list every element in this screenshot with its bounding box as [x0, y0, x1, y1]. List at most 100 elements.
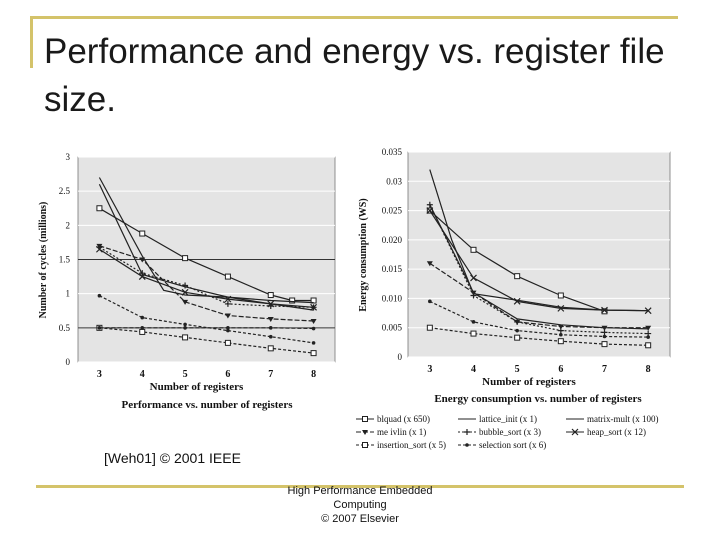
- chart-2-series-8-point: [646, 335, 650, 339]
- chart-1-series-9-point: [311, 326, 316, 331]
- chart-2-series-4-line: [429, 262, 649, 329]
- chart-1-series-4-point: [310, 319, 317, 324]
- chart-2-series-6-point: [601, 306, 608, 314]
- chart-1-series-8: [97, 293, 316, 345]
- chart-1-series-5-line: [99, 246, 314, 308]
- chart-2-series-8-point: [515, 328, 519, 333]
- chart-2-series-5-point: [557, 327, 564, 334]
- chart-1-x-tick-label: 5: [183, 369, 188, 380]
- chart-2-series-1: [426, 207, 608, 315]
- chart-2-series-6-line: [429, 210, 649, 312]
- chart-2-series-5-point: [514, 318, 521, 325]
- chart-2-series-1-point: [557, 292, 564, 299]
- legend-entry-marker: [464, 429, 470, 435]
- chart-2-series-7-point: [645, 342, 652, 349]
- legend-entry: me ivlin (x 1): [356, 427, 426, 437]
- footer-line-3: © 2007 Elsevier: [321, 513, 399, 525]
- chart-2-series-5: [426, 201, 652, 337]
- chart-1-series-9-point: [268, 326, 273, 330]
- chart-2-series-6: [426, 207, 652, 315]
- chart-2-series-8-point: [559, 332, 563, 337]
- footer-line-2: Computing: [333, 499, 387, 511]
- chart-2-y-tick-label: 0: [398, 352, 403, 362]
- chart-2-series-4-point: [426, 261, 433, 267]
- chart-1-y-axis-label: Number of cycles (millions): [38, 202, 49, 319]
- legend-entry-label: bubble_sort (x 3): [479, 427, 541, 437]
- chart-1-series-7-point: [139, 328, 146, 335]
- chart-1-series-1-point: [139, 230, 146, 237]
- chart-1-series-6-point: [138, 273, 146, 281]
- chart-2-y-tick-label: 0.005: [382, 323, 403, 333]
- chart-1-series-5-point: [182, 282, 189, 289]
- chart-1-y-tick-label: 1.5: [59, 255, 71, 265]
- chart-1-y-tick-label: 3: [66, 152, 71, 162]
- chart-1-title: Performance vs. number of registers: [122, 399, 294, 411]
- legend-entry-label: blquad (x 650): [377, 414, 430, 424]
- chart-1-y-tick-label: 1: [66, 289, 71, 299]
- chart-1-series-6-point: [181, 288, 189, 296]
- legend-entry-label: me ivlin (x 1): [377, 427, 426, 437]
- chart-2-series-8: [428, 299, 650, 339]
- chart-2-series-7-point: [514, 334, 521, 341]
- chart-1-x-tick-label: 6: [225, 369, 230, 380]
- chart-2-x-tick-label: 5: [515, 364, 520, 375]
- legend-entry-label: heap_sort (x 12): [587, 427, 646, 437]
- chart-2: 0 0.005 0.010 0.015 0.020 0.025 0.03 0.035 3 4 5 6 7…: [358, 147, 671, 405]
- chart-2-series-7: [426, 324, 652, 349]
- chart-1-series-1-point: [224, 273, 231, 280]
- legend-entry-label: selection sort (x 6): [479, 440, 546, 450]
- chart-1-series-8-point: [97, 293, 102, 298]
- chart-1-series-9-point: [97, 326, 102, 330]
- chart-1-y-tick-label: 2: [66, 220, 71, 230]
- legend-entry: bubble_sort (x 3): [458, 427, 541, 437]
- chart-2-series-5-point: [470, 292, 477, 299]
- chart-1-series-2-line: [98, 177, 314, 304]
- footer-text: High Performance Embedded Computing © 20…: [270, 484, 450, 526]
- chart-2-x-tick-label: 4: [471, 364, 476, 375]
- chart-1-series-1: [96, 205, 317, 304]
- citation: [Weh01] © 2001 IEEE: [104, 450, 241, 466]
- chart-1-series-4-line: [99, 245, 314, 322]
- chart-2-series-7-point: [470, 330, 477, 337]
- chart-2-series-6-point: [470, 274, 477, 282]
- chart-1-series-8-line: [99, 295, 314, 344]
- chart-2-x-axis-label: Number of registers: [482, 376, 576, 388]
- chart-1-series-6-point: [310, 303, 318, 311]
- chart-2-series-8-point: [471, 320, 476, 324]
- chart-1-series-9-point: [226, 326, 230, 330]
- chart-1-y-tick-label: 0: [66, 357, 71, 367]
- chart-2-plot-area: [407, 151, 671, 358]
- chart-1-x-tick-label: 7: [268, 369, 273, 380]
- chart-2-series-8-point: [428, 299, 432, 304]
- chart-1-series-1-point: [267, 292, 274, 299]
- chart-1-series-6-line: [99, 248, 314, 308]
- chart-2-series-5-point: [426, 201, 433, 208]
- chart-2-y-tick-label: 0.025: [382, 206, 403, 216]
- chart-1-x-tick-label: 8: [311, 369, 316, 380]
- chart-1-series-9: [97, 326, 316, 331]
- legend-entry: heap_sort (x 12): [566, 427, 646, 437]
- chart-2-series-7-point: [557, 338, 564, 345]
- chart-1-series-4-point: [139, 257, 146, 263]
- chart-2-series-8-line: [429, 300, 649, 338]
- chart-1-x-tick-label: 3: [97, 369, 102, 380]
- chart-2-x-tick-label: 6: [558, 364, 563, 375]
- chart-1-series-7-point: [267, 345, 274, 352]
- chart-2-series-7-line: [429, 327, 649, 346]
- legend-entry: insertion_sort (x 5): [356, 440, 446, 450]
- slide-title: Performance and energy vs. register file…: [44, 32, 665, 119]
- chart-2-series-1-point: [470, 246, 477, 253]
- chart-2-x-tick-label: 8: [646, 364, 651, 375]
- title-accent-line-top: [30, 16, 678, 19]
- chart-1-series-4-point: [224, 313, 231, 319]
- legend-entry: matrix-mult (x 100): [566, 414, 659, 424]
- chart-2-y-tick-label: 0.035: [382, 147, 403, 157]
- chart-2-y-tick-label: 0.015: [382, 264, 403, 274]
- chart-1-x-tick-label: 4: [140, 369, 145, 380]
- legend-entry: selection sort (x 6): [458, 440, 546, 450]
- chart-1-series-7-point: [224, 339, 231, 346]
- chart-1-series-8-point: [140, 315, 145, 320]
- chart-1-series-7-point: [182, 334, 189, 341]
- title-accent-line-left: [30, 16, 33, 68]
